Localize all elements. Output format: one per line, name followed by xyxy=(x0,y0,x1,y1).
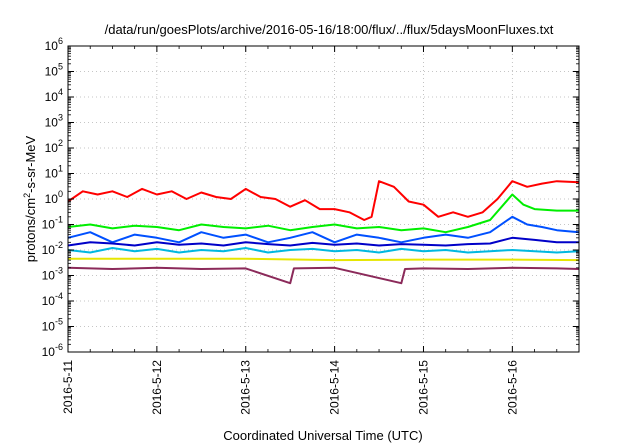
ticks: 10-6 10-5 10-4 10-3 10-2 10-1 100 101 102 103 104 1… xyxy=(42,36,579,415)
y-tick-label: 10-3 xyxy=(42,266,63,283)
y-tick-label: 101 xyxy=(45,164,63,181)
series-line xyxy=(67,180,580,221)
y-tick-label: 10-5 xyxy=(42,317,63,334)
x-tick-label: 2016-5-16 xyxy=(505,360,519,415)
y-tick-label: 10-1 xyxy=(42,215,63,232)
series-lines xyxy=(67,180,580,285)
x-tick-label: 2016-5-11 xyxy=(61,360,75,414)
y-tick-label: 10-2 xyxy=(42,240,63,257)
y-tick-label: 103 xyxy=(45,113,63,130)
y-tick-label: 100 xyxy=(45,189,63,206)
x-tick-label: 2016-5-12 xyxy=(150,360,164,415)
chart-title: /data/run/goesPlots/archive/2016-05-16/1… xyxy=(105,22,554,37)
series-line xyxy=(67,247,580,254)
x-axis-label: Coordinated Universal Time (UTC) xyxy=(223,428,422,443)
series-line xyxy=(67,266,580,285)
y-tick-label: 105 xyxy=(45,62,63,79)
series-line xyxy=(67,236,579,247)
series-line xyxy=(67,193,579,234)
y-tick-label: 104 xyxy=(45,87,63,104)
y-tick-label: 102 xyxy=(45,138,63,155)
x-tick-label: 2016-5-15 xyxy=(416,360,430,415)
y-tick-label: 10-6 xyxy=(42,342,63,359)
grid xyxy=(68,46,579,352)
x-tick-label: 2016-5-14 xyxy=(328,360,342,415)
series-line xyxy=(68,257,580,262)
y-axis-label: protons/cm2-s-sr-MeV xyxy=(22,135,38,262)
y-tick-label: 106 xyxy=(45,36,63,53)
x-tick-label: 2016-5-13 xyxy=(239,360,253,415)
series-line xyxy=(67,215,580,244)
y-axis-label-text: protons/cm2-s-sr-MeV xyxy=(22,135,38,262)
y-tick-label: 10-4 xyxy=(42,291,63,308)
